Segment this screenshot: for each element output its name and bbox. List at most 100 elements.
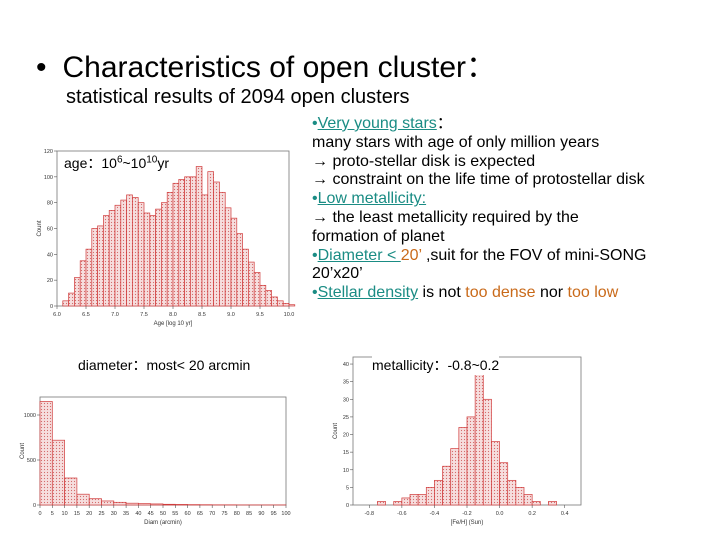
histogram-bar	[108, 210, 116, 307]
histogram-bar	[507, 479, 517, 506]
y-tick-label: 20	[47, 278, 53, 284]
bullet-diameter: •Diameter < 20’ ,suit for the FOV of min…	[312, 247, 712, 266]
histogram-bar	[161, 202, 168, 307]
age-label-text: ~10	[122, 155, 147, 171]
metallicity-panel-label: metallicity：-0.8~0.2	[372, 355, 500, 375]
x-tick-label: 10	[62, 511, 68, 517]
histogram-bar	[68, 292, 75, 307]
arrow-icon: →	[312, 152, 328, 170]
x-tick-label: 55	[172, 511, 178, 517]
x-tick-label: 70	[209, 511, 215, 517]
bullet-heading: Diameter <	[317, 246, 401, 264]
histogram-bar	[474, 363, 484, 506]
histogram-bar	[91, 228, 98, 307]
y-axis-label: Count	[37, 220, 43, 236]
histogram-bar	[162, 503, 176, 506]
y-tick-label: 0	[346, 503, 349, 509]
bullet-heading: Stellar density	[317, 284, 419, 302]
histogram-bar	[51, 439, 65, 506]
histogram-bar	[442, 465, 452, 506]
histogram-bar	[417, 494, 427, 506]
bullet-line-text: constraint on the life time of protostel…	[328, 171, 645, 189]
histogram-bar	[114, 204, 122, 307]
x-tick-label: 25	[98, 511, 104, 517]
histogram-bar	[137, 202, 145, 307]
histogram-bar	[88, 498, 102, 506]
x-tick-label: 6.0	[53, 312, 61, 318]
y-tick-label: 20	[343, 433, 349, 439]
age-label-exp: 10	[146, 154, 158, 166]
y-tick-label: 30	[343, 397, 349, 403]
histogram-bar	[523, 494, 533, 506]
histogram-bar	[458, 427, 468, 506]
y-tick-label: 60	[47, 227, 53, 233]
histogram-bar	[409, 494, 419, 506]
x-tick-label: 5	[51, 511, 54, 517]
age-label-text: yr	[157, 155, 170, 171]
y-tick-label: 500	[27, 458, 36, 464]
histogram-bar	[259, 284, 267, 307]
y-tick-label: 40	[343, 362, 349, 368]
bullet-dot: •	[312, 190, 318, 208]
bullet-list: •Very young stars： many stars with age o…	[312, 115, 712, 303]
histogram-bar	[64, 477, 78, 506]
bullet-line-text: nor	[535, 284, 568, 302]
x-tick-label: -0.6	[397, 511, 406, 517]
x-tick-label: 85	[246, 511, 252, 517]
histogram-bar	[155, 208, 162, 307]
x-tick-label: 45	[148, 511, 154, 517]
histogram-bar	[450, 448, 460, 506]
histogram-bar	[190, 176, 197, 307]
histogram-bar	[219, 191, 226, 307]
bullet-dot: •	[312, 284, 318, 302]
bullet-line: formation of planet	[312, 227, 445, 245]
metallicity-histogram: -0.8 -0.6 -0.4 -0.2 0.0 0.2 0.4 0 5 10 15 20 25 30 35 4…	[333, 356, 582, 526]
x-tick-label: 0	[38, 511, 41, 517]
bullet-line: → constraint on the life time of protost…	[312, 171, 712, 190]
histogram-bar	[207, 171, 214, 307]
x-tick-label: 80	[234, 511, 240, 517]
x-axis-label: [Fe/H] (Sun)	[451, 520, 484, 526]
x-tick-label: 7.5	[140, 312, 148, 318]
histogram-bar	[166, 191, 174, 307]
histogram-bar	[531, 501, 541, 506]
histogram-bar	[184, 176, 191, 307]
x-tick-label: 15	[74, 511, 80, 517]
y-tick-label: 0	[33, 503, 36, 509]
x-tick-label: 75	[221, 511, 227, 517]
bullet-line: → the least metallicity required by the	[312, 209, 712, 228]
bullet-colon: ：	[436, 115, 453, 132]
bullet-stellar-density: •Stellar density is not too dense nor to…	[312, 284, 712, 303]
bullet-value: 20’	[400, 246, 422, 264]
histogram-bar	[466, 416, 476, 506]
histogram-bar	[201, 194, 209, 307]
x-tick-label: -0.4	[430, 511, 439, 517]
diameter-histogram: 0 5 10 15 20 25 30 35 40 45 50 55 60 65 70 75 80 85 90 95 10…	[20, 396, 291, 526]
histogram-bar	[401, 497, 411, 506]
age-label-exp: 6	[116, 154, 123, 166]
histogram-bar	[174, 504, 188, 506]
histogram-bar	[434, 479, 443, 506]
histogram-bar	[138, 503, 152, 506]
x-tick-label: 60	[185, 511, 191, 517]
y-tick-label: 120	[44, 149, 53, 155]
y-tick-label: 40	[47, 252, 53, 258]
histogram-bar	[113, 501, 127, 506]
y-tick-label: 100	[44, 175, 53, 181]
histogram-bar	[150, 503, 164, 506]
title-text: Characteristics of open cluster：	[62, 51, 497, 84]
x-tick-label: 0.0	[496, 511, 504, 517]
x-tick-label: 95	[271, 511, 277, 517]
x-tick-label: 8.5	[198, 312, 206, 318]
x-tick-label: 0.4	[561, 511, 569, 517]
y-tick-label: 25	[343, 415, 349, 421]
bullet-low-metallicity: •Low metallicity:	[312, 190, 712, 209]
x-tick-label: 6.5	[82, 312, 90, 318]
x-axis-label: Diam (arcmin)	[144, 520, 182, 526]
y-tick-label: 35	[343, 380, 349, 386]
histogram-bar	[125, 502, 139, 506]
age-panel-label: age：106~1010yr	[64, 153, 170, 173]
histogram-bar	[224, 207, 232, 307]
histogram-bar	[103, 215, 110, 307]
age-histogram: 6.0 6.5 7.0 7.5 8.0 8.5 9.0 9.5 10.0 0 20 40 60 80 100…	[37, 149, 296, 327]
